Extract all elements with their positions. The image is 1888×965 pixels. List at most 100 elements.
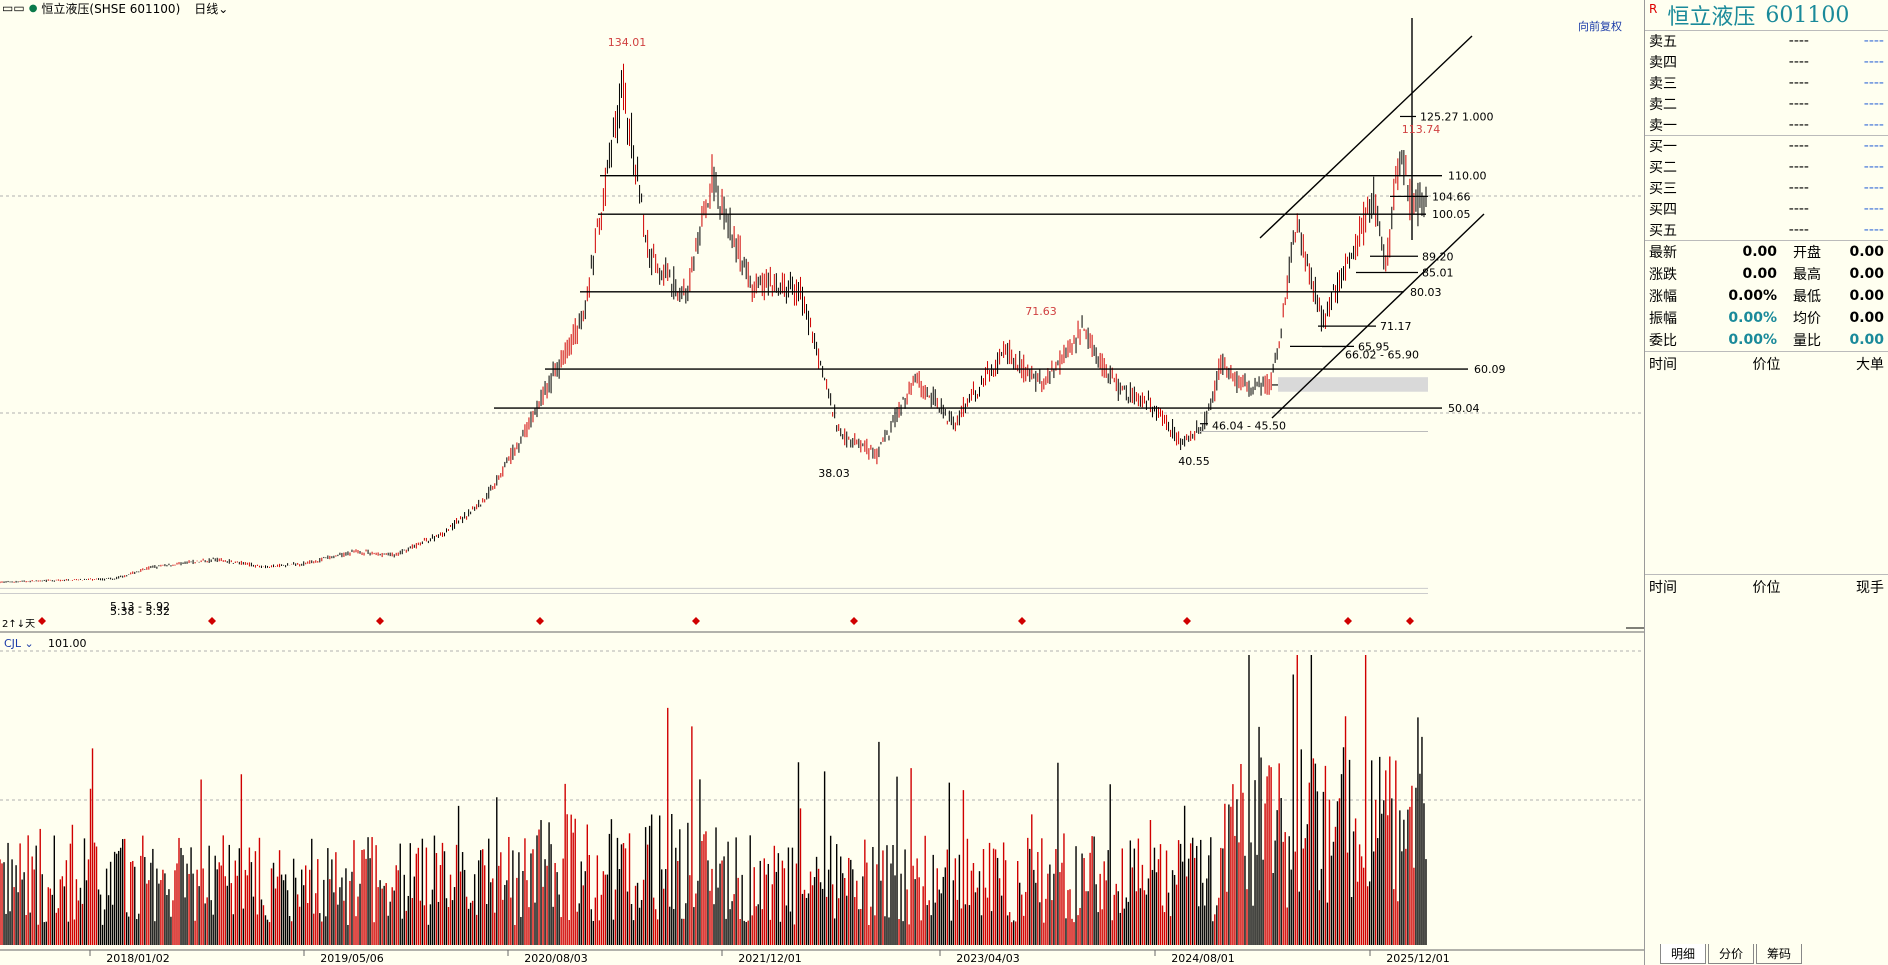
stat-label: 最低 (1793, 288, 1821, 305)
bid-volume: ---- (1863, 200, 1884, 217)
stat-row: 振幅 0.00% 均价 0.00 (1645, 307, 1888, 329)
ask-volume: ---- (1863, 54, 1884, 71)
level-label: 125.27 1.000 (1420, 110, 1493, 123)
stat-value: 0.00 (1849, 287, 1884, 304)
bid-price: ---- (1788, 138, 1809, 155)
level-label: 46.04 - 45.50 (1212, 420, 1286, 433)
tab-chips[interactable]: 筹码 (1756, 944, 1803, 964)
stat-label: 最高 (1793, 266, 1821, 283)
bid-volume: ---- (1863, 221, 1884, 238)
bid-label: 买四 (1649, 201, 1677, 218)
quote-panel: R 恒立液压 601100 卖五 ---- ---- 卖四 ---- ---- 卖三 ----… (1644, 0, 1888, 965)
stat-row: 最新 0.00 开盘 0.00 (1645, 241, 1888, 263)
stat-value: 0.00 (1849, 331, 1884, 348)
event-diamond (376, 617, 384, 625)
level-label: 110.00 (1448, 170, 1487, 183)
ask-row: 卖三 ---- ---- (1645, 73, 1888, 94)
price-mark: 113.74 (1402, 123, 1441, 136)
bid-row: 买四 ---- ---- (1645, 198, 1888, 219)
stat-value: 0.00 (1849, 265, 1884, 282)
bid-row: 买五 ---- ---- (1645, 219, 1888, 240)
tab-price-split[interactable]: 分价 (1708, 944, 1755, 964)
level-label: 104.66 (1432, 190, 1471, 203)
ask-label: 卖二 (1649, 96, 1677, 113)
price-mark: 38.03 (818, 467, 850, 480)
stat-value: 0.00 (1849, 243, 1884, 260)
level-label: 100.05 (1432, 208, 1471, 221)
price-zone (1278, 377, 1428, 392)
stat-label: 涨跌 (1649, 266, 1677, 283)
event-diamond (208, 617, 216, 625)
adjust-toggle: 向前复权 (1578, 19, 1622, 33)
bid-book: 买一 ---- ---- 买二 ---- ---- 买三 ---- ---- 买四 ---- ----… (1645, 136, 1888, 240)
stat-row: 涨跌 0.00 最高 0.00 (1645, 263, 1888, 285)
stat-value: 0.00% (1728, 287, 1777, 304)
ask-label: 卖五 (1649, 34, 1677, 51)
level-label: 5.38 - 5.32 (110, 605, 170, 618)
event-diamond (850, 617, 858, 625)
event-diamond (692, 617, 700, 625)
channel-upper (1259, 35, 1473, 239)
bid-price: ---- (1788, 179, 1809, 196)
event-diamond (1406, 617, 1414, 625)
bid-row: 买二 ---- ---- (1645, 157, 1888, 178)
ask-price: ---- (1788, 95, 1809, 112)
x-axis-date: 2025/12/01 (1386, 952, 1449, 965)
price-mark: 71.63 (1025, 305, 1057, 318)
ask-price: ---- (1788, 74, 1809, 91)
window-control-icon[interactable]: ▭▭ (2, 1, 25, 15)
stock-name: 恒立液压 (1667, 5, 1756, 30)
candles (0, 63, 1427, 584)
period-label: 日线 (194, 1, 219, 16)
bid-label: 买一 (1649, 139, 1677, 156)
ask-row: 卖五 ---- ---- (1645, 31, 1888, 52)
level-label: 85.01 (1422, 267, 1454, 280)
bid-row: 买一 ---- ---- (1645, 136, 1888, 157)
bid-label: 买二 (1649, 160, 1677, 177)
bid-price: ---- (1788, 159, 1809, 176)
stock-code: 601100 (1765, 2, 1850, 28)
stat-value: 0.00% (1728, 309, 1777, 326)
stat-value: 0.00 (1849, 309, 1884, 326)
r-flag: R (1649, 2, 1658, 16)
col-price: 价位 (1752, 356, 1781, 373)
chevron-down-icon: ⌄ (218, 1, 229, 16)
panel-title: R 恒立液压 601100 (1645, 0, 1888, 31)
level-label: 80.03 (1410, 286, 1442, 299)
stat-label: 涨幅 (1649, 288, 1677, 305)
stock-title: 恒立液压(SHSE 601100) (41, 1, 181, 16)
tab-detail[interactable]: 明细 (1660, 944, 1707, 964)
ask-row: 卖四 ---- ---- (1645, 52, 1888, 73)
event-diamond (1344, 617, 1352, 625)
chart-toolbar: ▭▭ ● 恒立液压(SHSE 601100) 日线⌄ (0, 0, 1644, 16)
bid-volume: ---- (1863, 179, 1884, 196)
ask-price: ---- (1788, 54, 1809, 71)
period-selector[interactable]: 日线⌄ (194, 0, 228, 17)
bid-price: ---- (1788, 200, 1809, 217)
price-mark: 40.55 (1178, 455, 1210, 468)
level-label: 60.09 (1474, 363, 1506, 376)
bid-volume: ---- (1863, 159, 1884, 176)
stat-label: 最新 (1649, 244, 1677, 261)
event-diamond (1183, 617, 1191, 625)
bid-label: 买三 (1649, 180, 1677, 197)
ticks-header: 时间 价位 现手 (1645, 575, 1888, 599)
stat-value: 0.00 (1742, 243, 1777, 260)
stats-grid: 最新 0.00 开盘 0.00 涨跌 0.00 最高 0.00 涨幅 0.00% 最低 0.00 振幅 0… (1645, 241, 1888, 351)
stat-row: 委比 0.00% 量比 0.00 (1645, 329, 1888, 351)
x-axis-date: 2023/04/03 (956, 952, 1019, 965)
level-label: 71.17 (1380, 320, 1412, 333)
ask-label: 卖三 (1649, 75, 1677, 92)
stat-label: 振幅 (1649, 310, 1677, 327)
x-axis-date: 2020/08/03 (524, 952, 587, 965)
ask-price: ---- (1788, 116, 1809, 133)
channel-lower (1271, 213, 1485, 419)
ask-label: 卖一 (1649, 117, 1677, 134)
level-label: 65.95 (1358, 340, 1390, 353)
stat-row: 涨幅 0.00% 最低 0.00 (1645, 285, 1888, 307)
stat-value: 0.00 (1742, 265, 1777, 282)
col-big-order: 大单 (1855, 356, 1884, 373)
bid-price: ---- (1788, 221, 1809, 238)
x-axis-date: 2021/12/01 (738, 952, 801, 965)
